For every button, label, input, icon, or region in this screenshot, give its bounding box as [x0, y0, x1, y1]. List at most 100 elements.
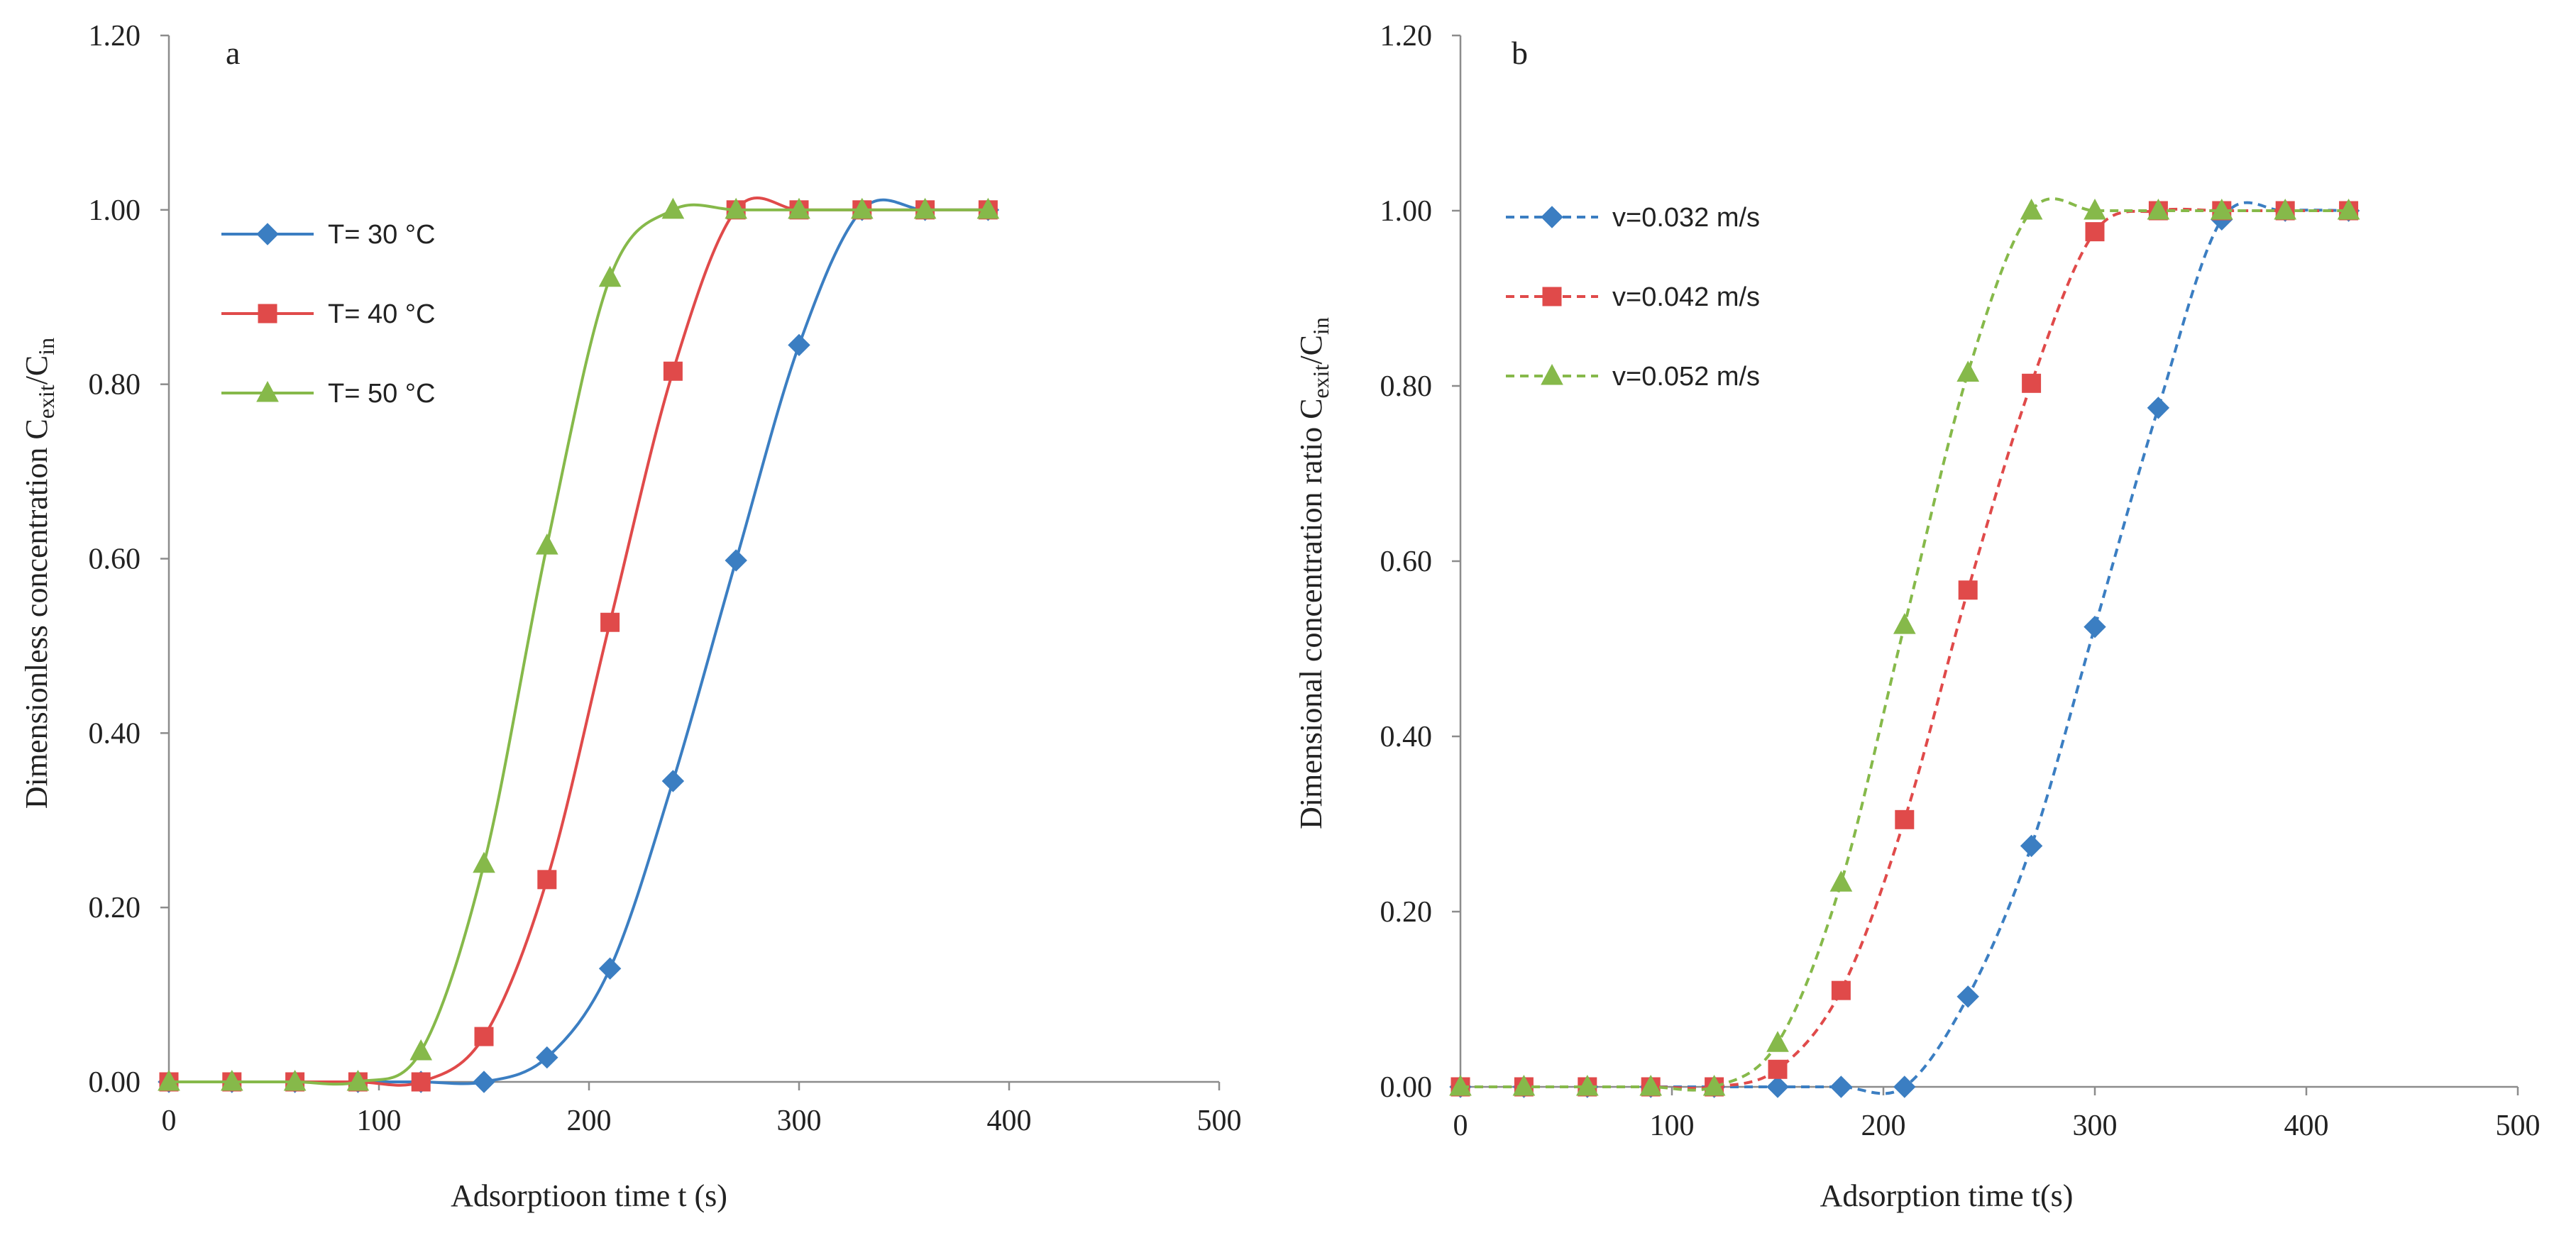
data-point-b-2-7	[1893, 613, 1916, 634]
data-point-b-2-9	[2020, 198, 2043, 220]
panel-label-a: a	[226, 35, 240, 71]
y-axis-title-b: Dimensional concentration ratio Cexit/Ci…	[1294, 317, 1333, 829]
data-point-b-2-5	[1766, 1031, 1789, 1052]
data-point-a-0-9	[725, 549, 747, 572]
x-tick-label-a: 0	[162, 1105, 177, 1137]
y-tick-label-a: 1.20	[89, 20, 141, 52]
data-point-a-1-6	[537, 870, 557, 890]
series-line-b-0	[1460, 201, 2349, 1095]
legend-entry-a-0: T= 30 °C	[221, 220, 435, 250]
y-axis-title-a: Dimensionless concentration Cexit/Cin	[19, 338, 59, 809]
x-tick-label-a: 400	[987, 1105, 1032, 1137]
data-point-a-2-1	[220, 1069, 243, 1091]
series-b-1	[1451, 201, 2359, 1097]
x-axis-title-a: Adsorptioon time t (s)	[451, 1178, 727, 1213]
data-point-a-2-3	[346, 1069, 370, 1091]
legend-label-a-1: T= 40 °C	[328, 299, 435, 329]
series-line-b-1	[1460, 207, 2349, 1090]
x-tick-label-b: 500	[2496, 1110, 2541, 1142]
y-tick-label-a: 0.00	[89, 1066, 141, 1099]
legend-label-a-0: T= 30 °C	[328, 220, 435, 250]
legend-label-b-0: v=0.032 m/s	[1612, 203, 1760, 233]
x-tick-label-b: 200	[1861, 1110, 1906, 1142]
chart-panel-a: a Adsorptioon time t (s) Dimensionless c…	[19, 20, 1242, 1213]
data-point-a-2-4	[409, 1039, 433, 1061]
series-b-2	[1449, 197, 2360, 1096]
data-point-a-0-8	[661, 770, 685, 792]
y-axis-title-a-main: Dimensionless concentration C	[19, 419, 54, 809]
series-line-a-1	[168, 196, 989, 1087]
legend-marker-a-1	[258, 304, 277, 324]
legend-entry-a-2: T= 50 °C	[221, 379, 435, 409]
data-point-a-1-7	[600, 612, 620, 632]
legend-entry-b-1: v=0.042 m/s	[1506, 282, 1760, 312]
data-point-a-2-7	[598, 265, 622, 287]
data-point-a-0-6	[536, 1046, 558, 1069]
y-axis-title-b-sub1: exit	[1308, 364, 1333, 398]
x-tick-label-b: 300	[2073, 1110, 2118, 1142]
data-point-a-2-11	[850, 197, 874, 219]
data-point-b-1-9	[2022, 373, 2042, 393]
series-b-0	[1449, 199, 2360, 1098]
y-tick-label-a: 0.80	[89, 369, 141, 402]
data-point-b-2-3	[1639, 1074, 1663, 1096]
y-axis-title-a-mid: /C	[19, 355, 54, 385]
data-point-b-2-1	[1512, 1074, 1536, 1096]
data-point-a-1-8	[663, 361, 683, 381]
data-point-a-2-5	[473, 851, 495, 873]
y-axis-title-a-sub1: exit	[33, 385, 59, 419]
legend-marker-b-2	[1541, 363, 1563, 385]
y-tick-label-b: 0.40	[1380, 721, 1433, 753]
x-tick-label-b: 100	[1650, 1110, 1695, 1142]
y-tick-label-b: 0.00	[1380, 1071, 1433, 1104]
chart-panel-b: b Adsorption time t(s) Dimensional conce…	[1294, 20, 2541, 1213]
data-point-b-2-14	[2337, 198, 2360, 220]
legend-entry-b-0: v=0.032 m/s	[1506, 203, 1760, 233]
data-point-b-1-6	[1831, 980, 1851, 1000]
x-tick-label-a: 200	[567, 1105, 612, 1137]
data-point-b-0-6	[1829, 1076, 1853, 1098]
x-tick-label-a: 300	[777, 1105, 822, 1137]
y-tick-label-a: 0.60	[89, 543, 141, 576]
series-line-b-2	[1460, 197, 2349, 1092]
y-axis-title-b-sub2: in	[1308, 317, 1333, 335]
legend-marker-a-2	[256, 380, 279, 402]
series-a-2	[158, 197, 1000, 1091]
data-point-b-2-4	[1702, 1074, 1726, 1096]
series-line-a-2	[168, 203, 989, 1086]
legend-entry-a-1: T= 40 °C	[221, 299, 435, 329]
y-tick-label-b: 1.20	[1380, 20, 1433, 52]
data-point-a-2-10	[788, 197, 810, 219]
series-a-0	[158, 198, 1000, 1093]
legend-marker-b-1	[1542, 287, 1562, 306]
x-tick-label-b: 0	[1453, 1110, 1468, 1142]
data-point-b-1-5	[1768, 1059, 1788, 1079]
data-point-b-0-11	[2147, 397, 2170, 419]
y-tick-label-a: 0.40	[89, 717, 141, 750]
y-tick-label-b: 0.20	[1380, 896, 1433, 929]
data-point-b-0-8	[1956, 985, 1979, 1008]
legend-label-b-1: v=0.042 m/s	[1612, 282, 1760, 312]
data-point-a-0-10	[788, 333, 810, 357]
data-point-b-2-12	[2210, 198, 2233, 220]
data-point-b-2-0	[1449, 1074, 1472, 1096]
data-point-a-0-7	[598, 957, 622, 980]
data-point-a-2-9	[725, 197, 748, 219]
legend-marker-b-0	[1541, 206, 1563, 228]
y-axis-title-a-sub2: in	[33, 338, 59, 355]
x-tick-label-a: 500	[1197, 1105, 1242, 1137]
x-tick-label-b: 400	[2284, 1110, 2329, 1142]
data-point-b-0-10	[2084, 615, 2106, 638]
data-point-a-2-2	[283, 1069, 307, 1091]
data-point-a-1-5	[474, 1027, 494, 1046]
data-point-b-1-10	[2085, 222, 2105, 242]
y-tick-label-b: 1.00	[1380, 195, 1433, 228]
y-axis-title-b-mid: /C	[1294, 335, 1328, 365]
data-point-b-0-5	[1766, 1076, 1789, 1098]
y-tick-label-a: 0.20	[89, 892, 141, 924]
data-point-b-2-6	[1829, 870, 1853, 892]
series-a-1	[159, 196, 998, 1092]
data-point-b-1-7	[1895, 809, 1915, 829]
data-point-b-2-11	[2147, 198, 2170, 220]
